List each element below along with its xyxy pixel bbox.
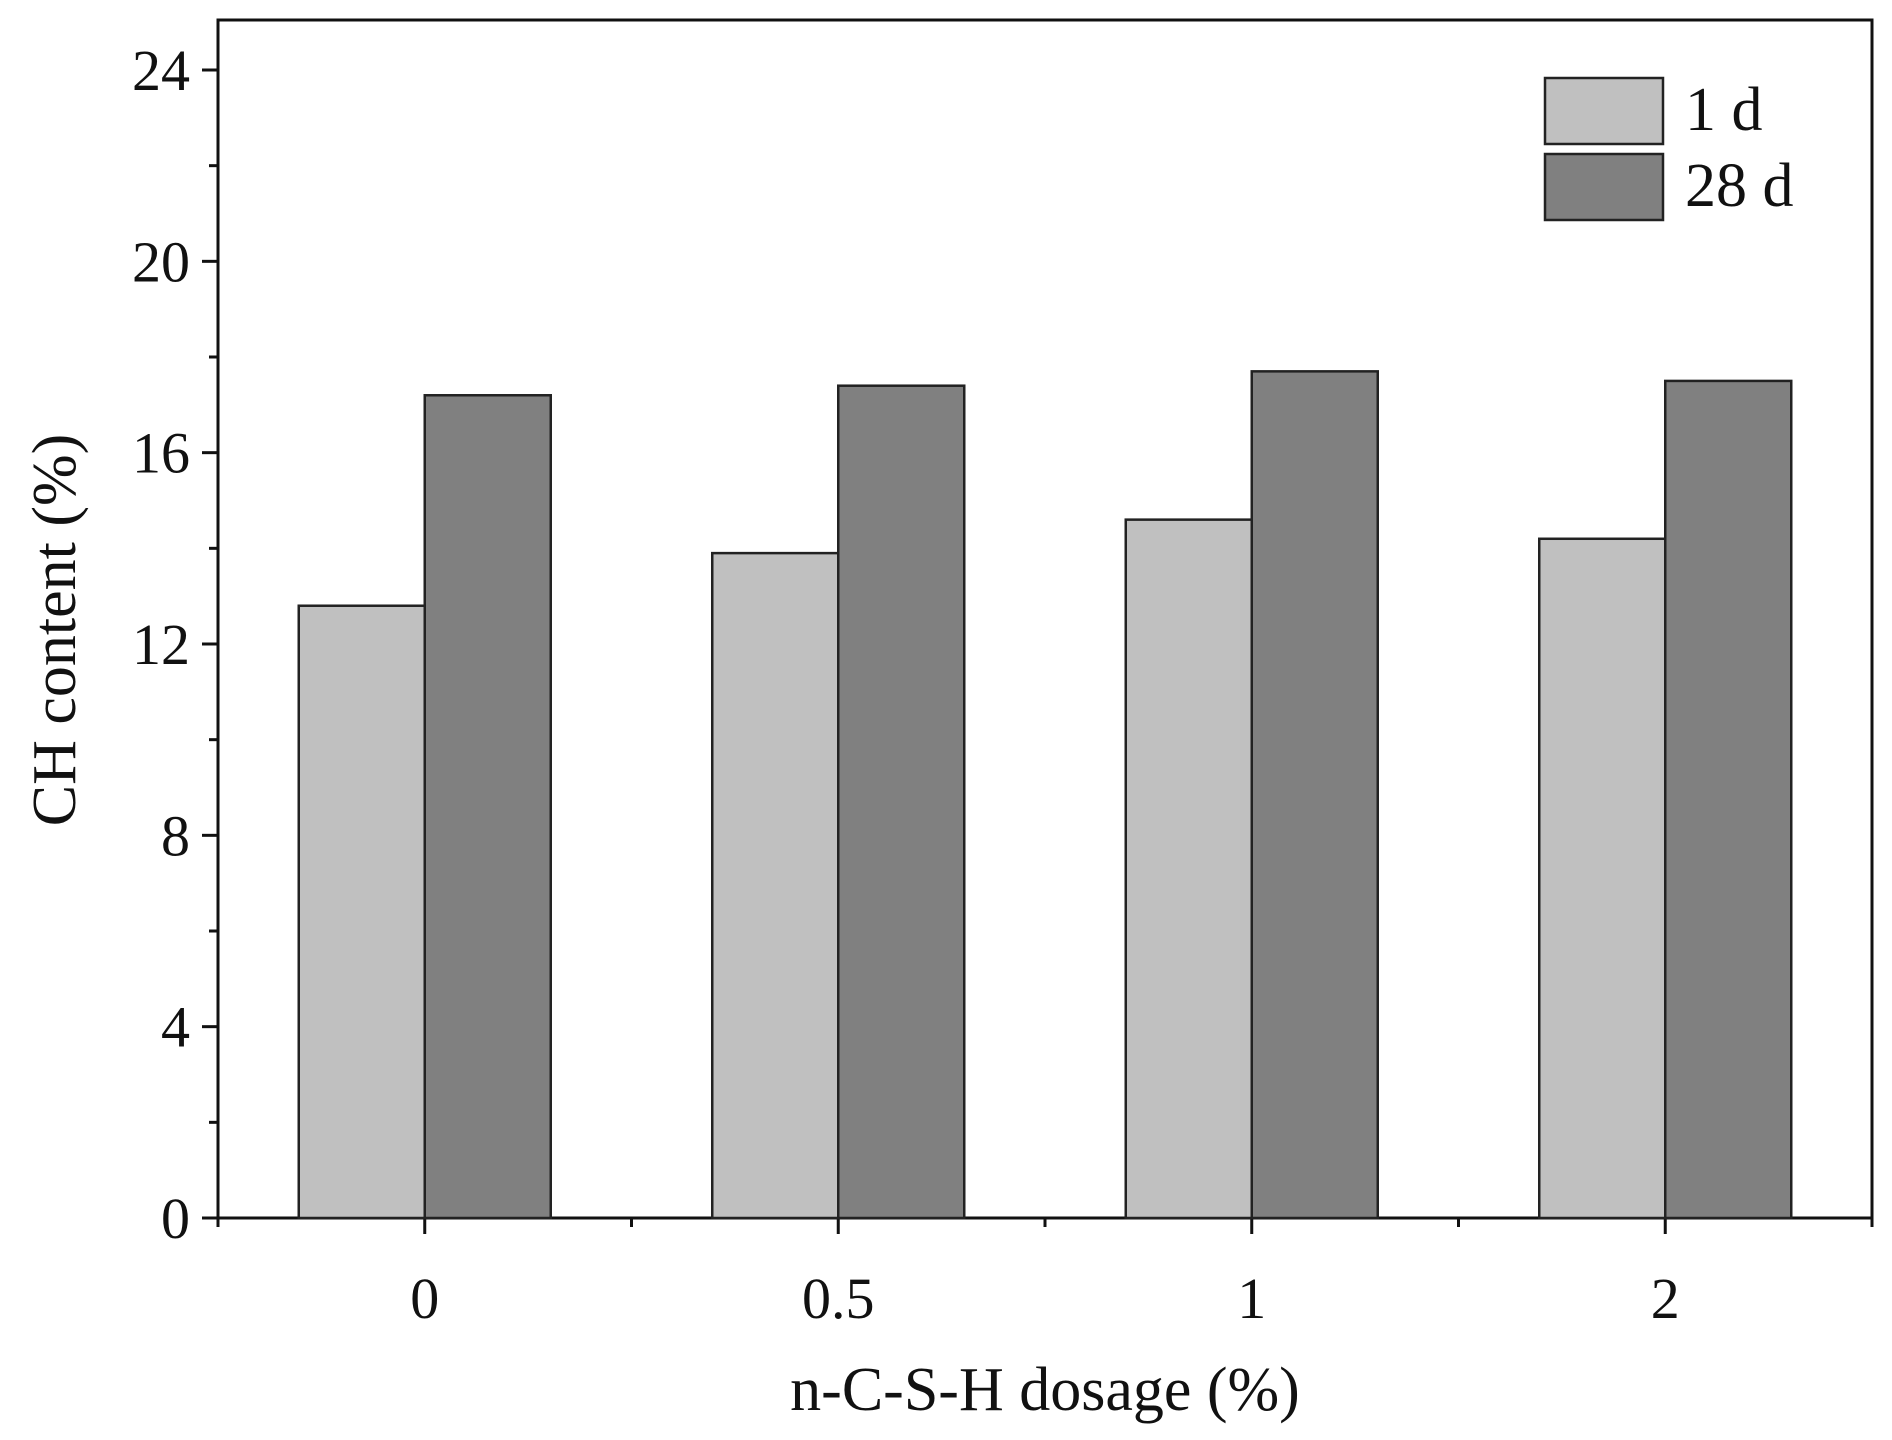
y-tick-label: 12	[132, 612, 190, 677]
bars	[297, 370, 1793, 1220]
y-tick-label: 4	[161, 995, 190, 1060]
y-tick-label: 24	[132, 38, 190, 103]
x-tick-label: 0.5	[802, 1266, 875, 1331]
legend: 1 d 28 d	[1543, 76, 1794, 222]
bar	[837, 384, 966, 1220]
bar	[1538, 537, 1667, 1220]
bar	[1250, 370, 1379, 1220]
legend-swatch	[1543, 152, 1665, 222]
legend-label: 1 d	[1685, 76, 1763, 144]
bar	[1124, 518, 1253, 1220]
bar	[423, 394, 552, 1220]
x-tick-label: 0	[410, 1266, 439, 1331]
y-tick-label: 20	[132, 229, 190, 294]
bar	[1664, 379, 1793, 1220]
bar	[297, 604, 426, 1220]
y-tick-label: 0	[161, 1186, 190, 1251]
legend-swatch	[1543, 76, 1665, 146]
x-tick-label: 1	[1237, 1266, 1266, 1331]
y-axis-label: CH content (%)	[21, 434, 89, 827]
x-tick-label: 2	[1651, 1266, 1680, 1331]
legend-label: 28 d	[1685, 152, 1794, 220]
y-tick-label: 8	[161, 803, 190, 868]
x-axis-label: n-C-S-H dosage (%)	[790, 1356, 1300, 1424]
y-tick-label: 16	[132, 421, 190, 486]
bar	[711, 551, 840, 1220]
